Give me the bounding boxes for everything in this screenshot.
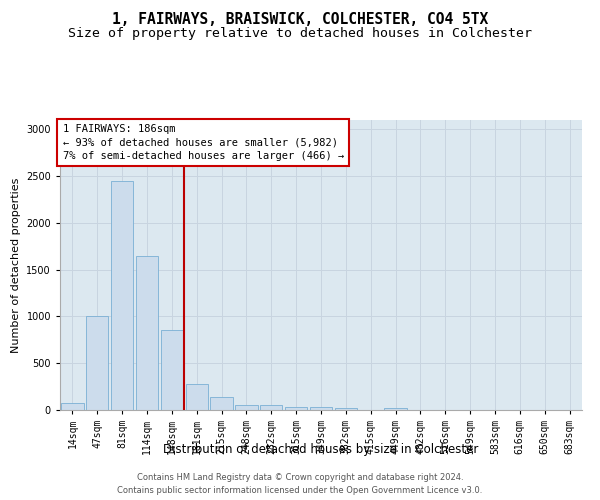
Bar [260,406,283,410]
Y-axis label: Number of detached properties: Number of detached properties [11,178,20,352]
Bar [61,403,83,410]
Text: 1 FAIRWAYS: 186sqm
← 93% of detached houses are smaller (5,982)
7% of semi-detac: 1 FAIRWAYS: 186sqm ← 93% of detached hou… [62,124,344,161]
Bar [385,408,407,410]
Bar [161,330,183,410]
Bar [136,256,158,410]
Text: Contains HM Land Registry data © Crown copyright and database right 2024.
Contai: Contains HM Land Registry data © Crown c… [118,474,482,495]
Bar [235,406,257,410]
Bar [211,397,233,410]
Text: 1, FAIRWAYS, BRAISWICK, COLCHESTER, CO4 5TX: 1, FAIRWAYS, BRAISWICK, COLCHESTER, CO4 … [112,12,488,28]
Text: Size of property relative to detached houses in Colchester: Size of property relative to detached ho… [68,28,532,40]
Bar [335,408,357,410]
Bar [285,406,307,410]
Bar [111,181,133,410]
Text: Distribution of detached houses by size in Colchester: Distribution of detached houses by size … [163,442,479,456]
Bar [86,316,109,410]
Bar [185,384,208,410]
Bar [310,406,332,410]
